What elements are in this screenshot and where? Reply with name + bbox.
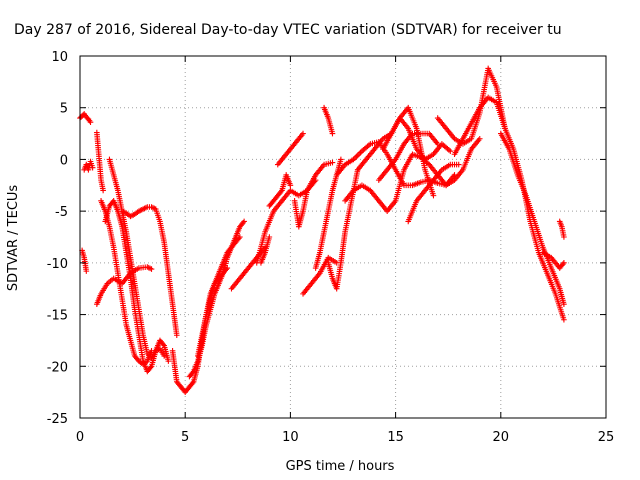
data-point — [455, 161, 462, 168]
data-point — [189, 369, 196, 376]
data-point — [89, 164, 96, 171]
data-point — [165, 358, 172, 364]
data-point — [278, 188, 284, 195]
data-point — [147, 364, 154, 371]
x-tick-label: 25 — [598, 430, 615, 445]
y-tick-label: -15 — [47, 309, 68, 324]
series-track-13 — [228, 244, 268, 292]
series-track-9 — [119, 204, 180, 339]
data-point — [189, 380, 196, 386]
y-tick-label: -25 — [47, 412, 68, 427]
data-point — [329, 130, 336, 137]
x-tick-label: 0 — [76, 430, 84, 445]
data-point — [447, 148, 454, 154]
series-track-12 — [186, 218, 247, 380]
data-point — [561, 301, 567, 308]
x-axis-label: GPS time / hours — [286, 459, 395, 474]
series-track-18 — [291, 177, 319, 230]
series-track-1 — [77, 111, 94, 125]
data-point — [87, 119, 94, 125]
series-track-14 — [258, 234, 273, 266]
data-points — [77, 65, 567, 395]
series-track-8 — [98, 198, 155, 368]
data-point — [266, 234, 273, 240]
y-tick-label: 0 — [60, 153, 68, 168]
data-point — [561, 234, 567, 240]
data-point — [561, 316, 567, 323]
data-point — [476, 135, 483, 142]
data-point — [312, 177, 319, 183]
axis-ticks: 0 5 10 15 20 25 -25 -20 -15 -10 -5 0 5 10 — [47, 50, 615, 445]
data-point — [240, 219, 246, 226]
data-point — [338, 156, 344, 163]
data-point — [160, 341, 166, 348]
x-tick-label: 15 — [387, 430, 404, 445]
y-axis-label: SDTVAR / TECUs — [6, 185, 21, 292]
data-point — [561, 260, 567, 266]
y-tick-label: 10 — [51, 50, 68, 65]
series-track-27 — [354, 104, 437, 199]
series-track-4 — [94, 129, 106, 194]
data-point — [83, 268, 90, 274]
x-tick-label: 5 — [181, 430, 189, 445]
series-track-21 — [321, 104, 336, 137]
y-tick-label: -5 — [55, 205, 68, 220]
series-track-33 — [556, 218, 567, 240]
plot-frame — [79, 55, 607, 419]
data-point — [311, 178, 318, 185]
data-point — [173, 332, 180, 339]
x-tick-label: 20 — [493, 430, 510, 445]
series-track-31 — [498, 130, 567, 308]
series-track-16 — [266, 172, 294, 209]
series-track-2 — [79, 247, 90, 274]
series-track-28 — [405, 161, 462, 225]
data-point — [287, 182, 294, 189]
data-point — [148, 347, 155, 354]
data-point — [329, 159, 336, 166]
data-point — [560, 261, 566, 267]
series-track-3 — [81, 158, 96, 173]
data-point — [148, 266, 155, 272]
x-tick-label: 10 — [282, 430, 299, 445]
data-point — [100, 187, 106, 194]
y-tick-label: 5 — [60, 102, 68, 117]
series-track-19 — [300, 254, 340, 297]
data-point — [430, 192, 437, 199]
y-tick-label: -20 — [47, 360, 68, 375]
data-point — [241, 218, 247, 225]
data-point — [300, 130, 306, 137]
series-track-32 — [540, 249, 567, 271]
series-track-17 — [274, 130, 306, 168]
y-tick-label: -10 — [47, 257, 68, 272]
chart-title: Day 287 of 2016, Sidereal Day-to-day VTE… — [14, 22, 562, 38]
